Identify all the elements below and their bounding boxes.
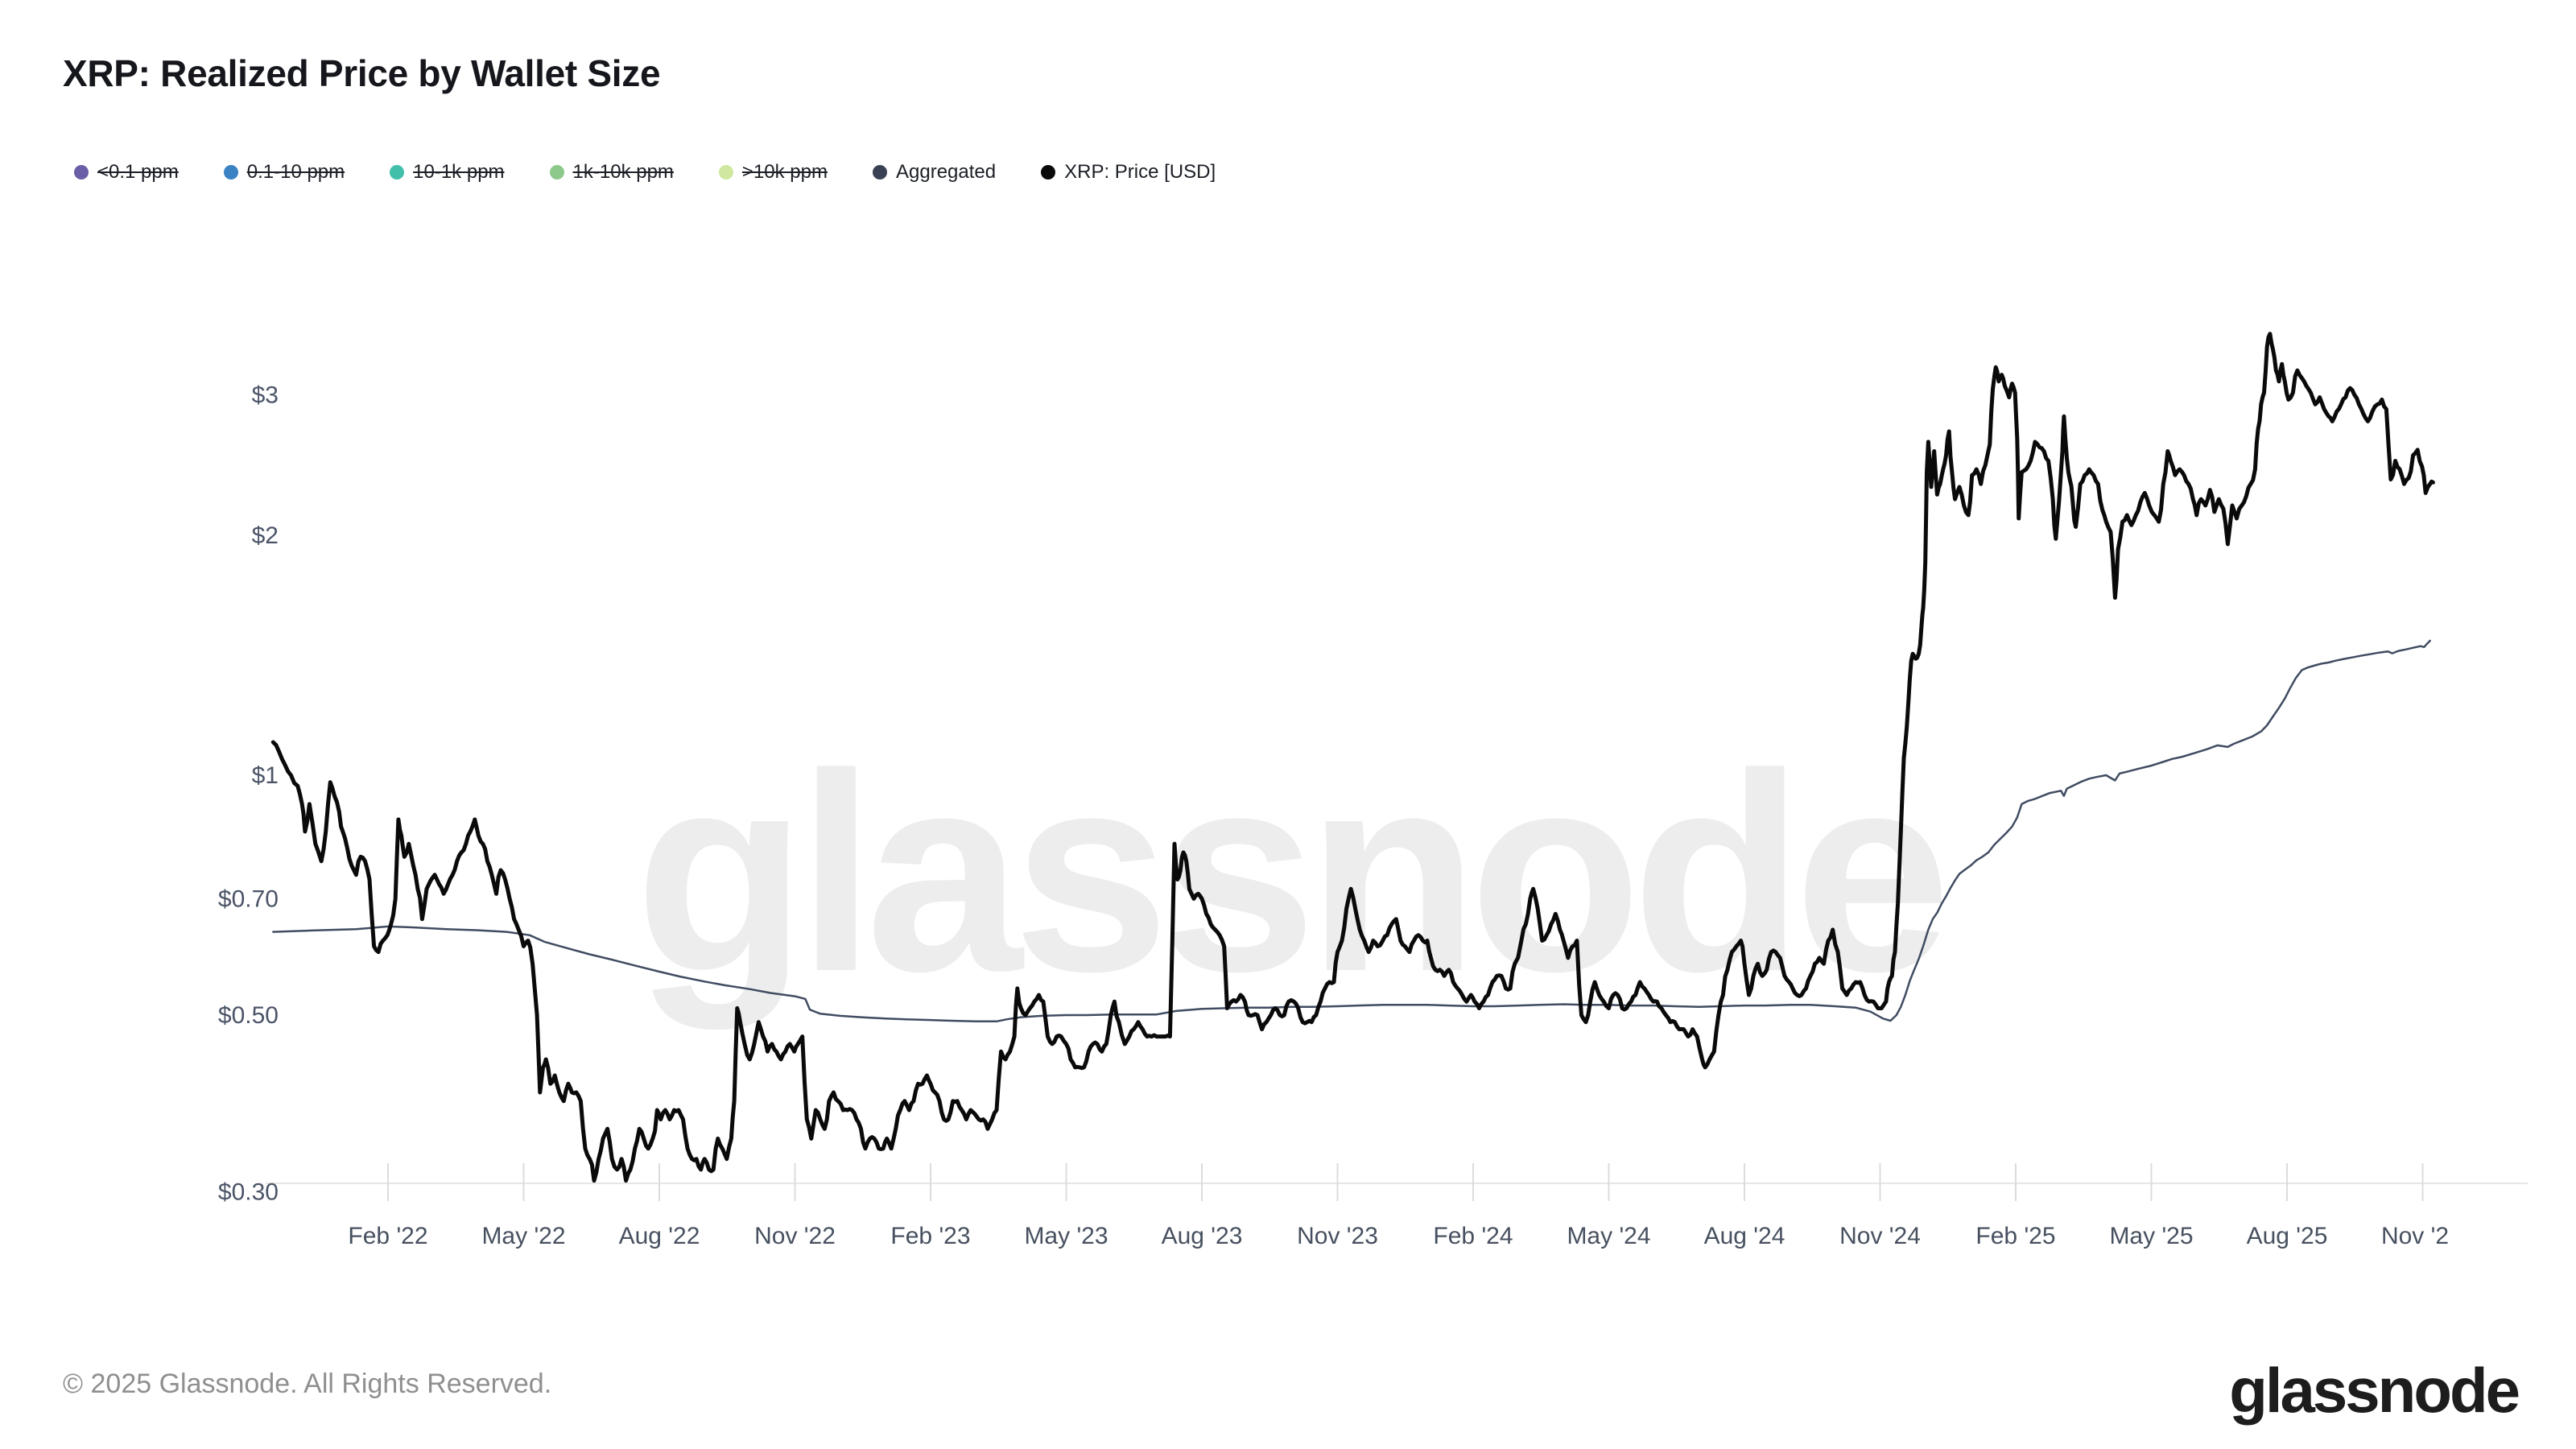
x-tick-label: May '23: [1024, 1223, 1108, 1249]
y-tick-label: $0.30: [218, 1179, 279, 1206]
y-tick-label: $0.70: [218, 886, 279, 912]
y-tick-label: $1: [252, 762, 279, 789]
x-tick-label: Feb '23: [890, 1223, 970, 1249]
y-tick-label: $3: [252, 382, 279, 409]
y-axis-labels: $3 $2 $1 $0.70 $0.50 $0.30: [218, 382, 279, 1206]
legend-label: 0.1-10 ppm: [246, 161, 345, 183]
watermark: glassnode: [634, 716, 1943, 1032]
x-tick-label: Aug '22: [619, 1223, 700, 1249]
x-tick-label: Feb '25: [1975, 1223, 2055, 1249]
x-tick-label: Nov '24: [1839, 1223, 1921, 1249]
legend-item[interactable]: XRP: Price [USD]: [1041, 161, 1216, 184]
x-axis-ticks: [387, 1163, 2424, 1201]
legend-item[interactable]: Aggregated: [873, 161, 996, 184]
x-tick-label: Aug '24: [1704, 1223, 1785, 1249]
legend-swatch: [390, 165, 405, 180]
legend-item[interactable]: <0.1 ppm: [74, 161, 179, 184]
legend-label: >10k ppm: [741, 161, 828, 183]
legend-label: Aggregated: [896, 161, 997, 183]
legend-swatch: [223, 165, 238, 180]
legend-label: XRP: Price [USD]: [1064, 161, 1216, 183]
legend-label: 10-1k ppm: [413, 161, 505, 183]
x-tick-label: Feb '24: [1433, 1223, 1513, 1249]
price-line: [270, 332, 2435, 1183]
x-tick-label: Nov '2: [2381, 1223, 2449, 1249]
x-tick-label: Nov '23: [1297, 1223, 1378, 1249]
legend-swatch: [873, 165, 887, 180]
x-tick-label: Aug '23: [1162, 1223, 1243, 1249]
copyright: © 2025 Glassnode. All Rights Reserved.: [63, 1368, 552, 1399]
legend-swatch: [549, 165, 564, 180]
legend-swatch: [74, 165, 89, 180]
x-tick-label: May '24: [1567, 1223, 1650, 1249]
x-tick-label: May '22: [481, 1223, 565, 1249]
page-title: XRP: Realized Price by Wallet Size: [63, 52, 661, 94]
x-tick-label: May '25: [2109, 1223, 2193, 1249]
y-tick-label: $0.50: [218, 1002, 279, 1029]
x-axis-labels: Feb '22 May '22 Aug '22 Nov '22 Feb '23 May '…: [348, 1223, 2449, 1249]
y-tick-label: $2: [252, 522, 279, 549]
legend-label: 1k-10k ppm: [572, 161, 674, 183]
series-lines: [270, 332, 2435, 1183]
legend-swatch: [718, 165, 733, 180]
legend-label: <0.1 ppm: [97, 161, 179, 183]
glassnode-logo: glassnode: [2229, 1355, 2520, 1426]
x-tick-label: Feb '22: [348, 1223, 427, 1249]
legend-item[interactable]: >10k ppm: [718, 161, 828, 184]
x-tick-label: Nov '22: [754, 1223, 836, 1249]
legend-item[interactable]: 0.1-10 ppm: [223, 161, 345, 184]
aggregated-line: [272, 639, 2431, 1023]
x-axis: Feb '22 May '22 Aug '22 Nov '22 Feb '23 May '…: [266, 1163, 2528, 1249]
legend-item[interactable]: 10-1k ppm: [390, 161, 505, 184]
x-tick-label: Aug '25: [2247, 1223, 2328, 1249]
legend-item[interactable]: 1k-10k ppm: [549, 161, 674, 184]
legend: <0.1 ppm 0.1-10 ppm 10-1k ppm 1k-10k ppm >10…: [74, 161, 1216, 184]
legend-swatch: [1041, 165, 1056, 180]
